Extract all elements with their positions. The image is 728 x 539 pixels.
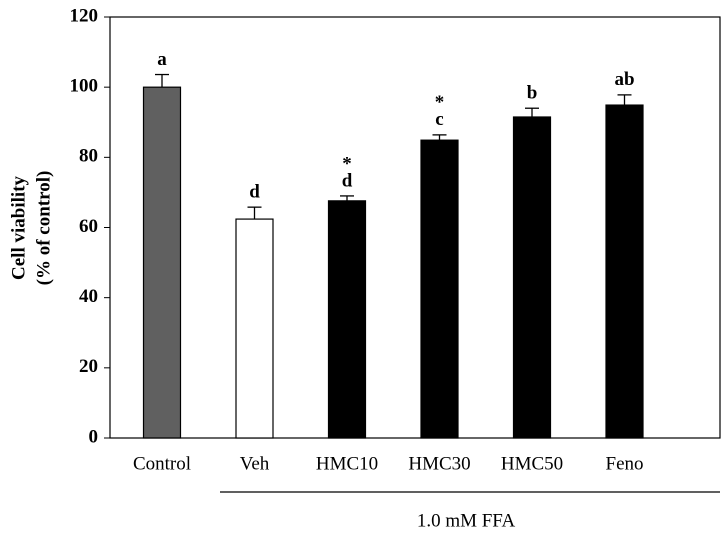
x-tick-label: HMC10 [316, 453, 378, 474]
x-tick-label: Veh [240, 453, 270, 474]
y-tick-label: 20 [79, 356, 98, 377]
group-label: 1.0 mM FFA [417, 510, 516, 531]
bar [327, 200, 367, 439]
significance-letter: b [527, 83, 538, 104]
y-tick-label: 40 [79, 286, 98, 307]
y-tick-label: 100 [70, 76, 99, 97]
x-tick-label: Control [133, 453, 191, 474]
x-tick-label: HMC30 [408, 453, 470, 474]
significance-letter: d [342, 170, 353, 191]
significance-letter: c [435, 109, 443, 130]
bar [512, 116, 552, 439]
bar [235, 218, 274, 439]
y-tick-label: 0 [89, 426, 99, 447]
significance-letter: d [249, 182, 260, 203]
y-tick-label: 120 [70, 5, 99, 26]
bar [142, 86, 182, 439]
y-axis-label: Cell viability [8, 176, 29, 280]
y-tick-label: 80 [79, 146, 98, 167]
significance-letter: a [157, 49, 167, 70]
x-tick-label: Feno [606, 453, 644, 474]
x-tick-label: HMC50 [501, 453, 563, 474]
bar [420, 139, 459, 439]
bar [605, 104, 644, 439]
significance-star: * [435, 92, 445, 113]
y-axis-label: (% of control) [33, 171, 54, 286]
significance-letter: ab [614, 69, 634, 90]
y-tick-label: 60 [79, 216, 98, 237]
significance-star: * [342, 153, 352, 174]
